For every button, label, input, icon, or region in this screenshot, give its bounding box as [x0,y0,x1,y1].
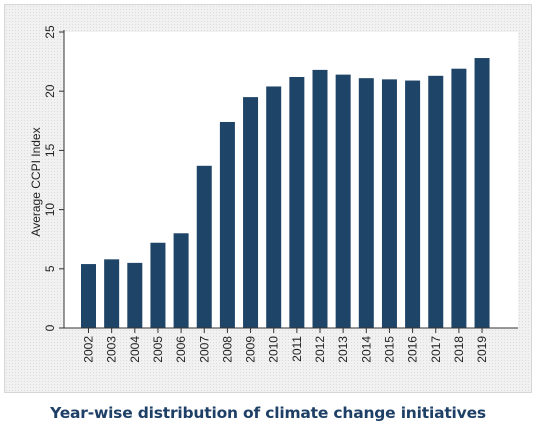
chart-title: Year-wise distribution of climate change… [50,404,486,422]
bar-2014 [358,78,374,329]
y-tick-label-20: 20 [43,84,57,98]
x-tick-label-2003: 2003 [105,336,119,363]
x-tick-label-2008: 2008 [220,336,234,363]
bar-2013 [335,74,351,329]
x-tick-label-2006: 2006 [174,336,188,363]
x-tick-label-2007: 2007 [197,336,211,363]
bars-group [81,58,490,329]
bar-2016 [405,80,421,328]
x-tick-label-2015: 2015 [382,336,396,363]
bar-2006 [173,233,189,328]
bar-2019 [474,58,490,329]
bar-2008 [219,121,235,328]
x-tick-label-2017: 2017 [429,336,443,363]
x-tick-label-2004: 2004 [128,336,142,363]
bar-2018 [451,68,467,328]
x-tick-label-2002: 2002 [82,336,96,363]
y-axis-label: Average CCPI Index [29,127,43,236]
y-tick-label-5: 5 [43,265,57,272]
y-tick-label-10: 10 [43,203,57,217]
x-tick-label-2019: 2019 [475,336,489,363]
bar-2011 [289,76,305,329]
x-tick-label-2009: 2009 [244,336,258,363]
axes-group: 0 5 10 15 20 25 2002 2003 2004 2005 2006 2007 2008 20… [43,25,518,363]
bar-2007 [196,165,212,328]
bar-2002 [81,264,96,328]
x-tick-label-2018: 2018 [452,336,466,363]
bar-2003 [104,259,120,328]
x-tick-label-2016: 2016 [406,336,420,363]
x-tick-label-2013: 2013 [336,336,350,363]
x-tick-label-2014: 2014 [359,336,373,363]
bar-2005 [150,242,166,328]
bar-2015 [381,79,397,328]
y-tick-label-15: 15 [43,143,57,157]
bar-2012 [312,69,328,328]
x-tick-label-2012: 2012 [313,336,327,363]
x-tick-label-2011: 2011 [290,336,304,362]
bar-2017 [428,75,444,328]
y-tick-label-25: 25 [43,25,57,39]
y-tick-label-0: 0 [43,324,57,331]
bar-chart: 0 5 10 15 20 25 2002 2003 2004 2005 2006 2007 2008 20… [29,25,518,363]
bar-2010 [266,86,282,329]
bar-2004 [127,262,143,328]
x-tick-label-2010: 2010 [267,336,281,363]
bar-2009 [243,97,259,329]
x-tick-label-2005: 2005 [151,336,165,363]
